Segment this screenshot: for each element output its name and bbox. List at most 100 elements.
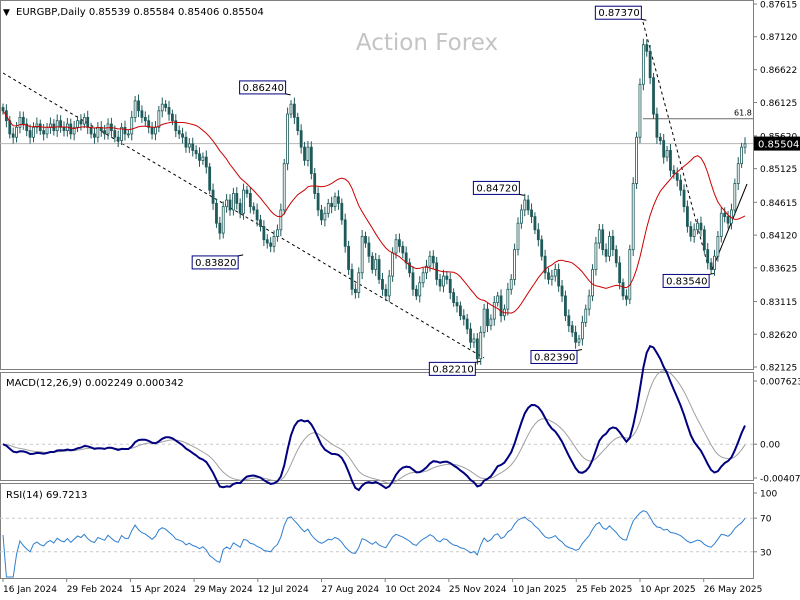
candle	[587, 295, 591, 310]
candle	[113, 130, 117, 138]
candle	[18, 116, 22, 128]
candle	[469, 328, 472, 343]
annotation-leader	[285, 93, 291, 96]
candle	[103, 130, 107, 135]
candle	[235, 193, 239, 204]
annotation-label: 0.84720	[476, 183, 517, 194]
candle	[120, 126, 123, 141]
candle	[265, 239, 269, 244]
candle	[716, 236, 720, 257]
candle	[296, 116, 300, 132]
price-tick-label: 0.84120	[760, 232, 797, 242]
candle	[489, 318, 493, 327]
candle	[364, 236, 367, 244]
candle	[574, 331, 577, 343]
candle	[211, 189, 215, 204]
candle	[709, 262, 713, 270]
annotation-label: 0.82390	[534, 352, 575, 363]
candle	[435, 262, 439, 280]
candle	[79, 120, 83, 125]
candle	[8, 120, 12, 135]
candle	[28, 130, 32, 138]
candle	[686, 206, 689, 227]
candle	[536, 229, 540, 241]
candle	[221, 206, 225, 234]
candle	[696, 222, 699, 231]
candle	[248, 193, 252, 208]
candle	[641, 44, 645, 85]
candle	[262, 226, 266, 241]
candle	[431, 255, 435, 264]
annotation-box	[594, 5, 642, 20]
candle	[458, 305, 462, 317]
candle	[123, 126, 127, 135]
macd-tick-label: 0.007623	[760, 378, 800, 388]
annotation-box	[472, 180, 520, 195]
annotation-leader	[709, 272, 715, 275]
rsi-panel	[0, 483, 754, 579]
price-tick-label: 0.84615	[760, 199, 797, 209]
candle	[601, 229, 605, 251]
candle	[184, 136, 188, 148]
header-arrow: ▼	[3, 8, 10, 18]
candle	[723, 212, 727, 217]
candle	[455, 302, 459, 307]
candle	[32, 126, 35, 138]
candle	[408, 262, 411, 274]
candle	[374, 259, 378, 270]
fib-level-label: 61.8	[734, 109, 752, 118]
candle	[482, 308, 486, 333]
candle	[181, 133, 184, 138]
candle	[150, 126, 154, 135]
candle	[411, 272, 415, 290]
price-tick-label: 0.83115	[760, 298, 797, 308]
candle	[425, 265, 428, 274]
candle	[55, 120, 59, 132]
moving-average-line	[2, 110, 746, 314]
candle	[692, 229, 696, 237]
candle	[289, 103, 293, 115]
price-tick-label: 0.87120	[760, 33, 797, 43]
candle	[486, 308, 489, 327]
candle	[137, 100, 140, 112]
macd-panel	[0, 372, 754, 481]
candle	[309, 146, 313, 174]
candle	[479, 331, 483, 360]
candle	[218, 222, 222, 234]
candle	[492, 302, 496, 320]
candle	[320, 209, 323, 221]
date-tick-label: 25 Nov 2024	[449, 585, 507, 595]
candle	[706, 249, 710, 264]
candle	[21, 116, 25, 125]
candle	[299, 130, 303, 148]
candle	[679, 179, 683, 191]
candle	[360, 236, 364, 274]
candle	[675, 173, 679, 181]
candle	[462, 315, 466, 320]
candle	[418, 282, 422, 297]
candle	[516, 222, 520, 251]
candle	[326, 202, 330, 214]
candle	[475, 338, 479, 360]
candle	[530, 209, 533, 217]
candle	[276, 229, 279, 237]
candle	[69, 123, 73, 135]
date-tick-label: 16 Jan 2024	[3, 585, 57, 595]
candle	[157, 110, 161, 128]
candle	[35, 123, 39, 128]
annotation-box	[428, 361, 476, 376]
candle	[428, 255, 432, 267]
candle	[343, 219, 347, 247]
candle	[499, 295, 503, 317]
candle	[252, 206, 256, 211]
rsi-tick-label: 70	[760, 515, 772, 525]
candle	[160, 103, 164, 112]
annotation-label: 0.83820	[195, 258, 236, 269]
candle	[665, 150, 669, 158]
candle	[367, 242, 371, 257]
candle	[442, 275, 445, 287]
candle	[323, 212, 327, 221]
candle	[279, 209, 283, 231]
candle	[140, 110, 144, 118]
candle	[743, 143, 747, 148]
